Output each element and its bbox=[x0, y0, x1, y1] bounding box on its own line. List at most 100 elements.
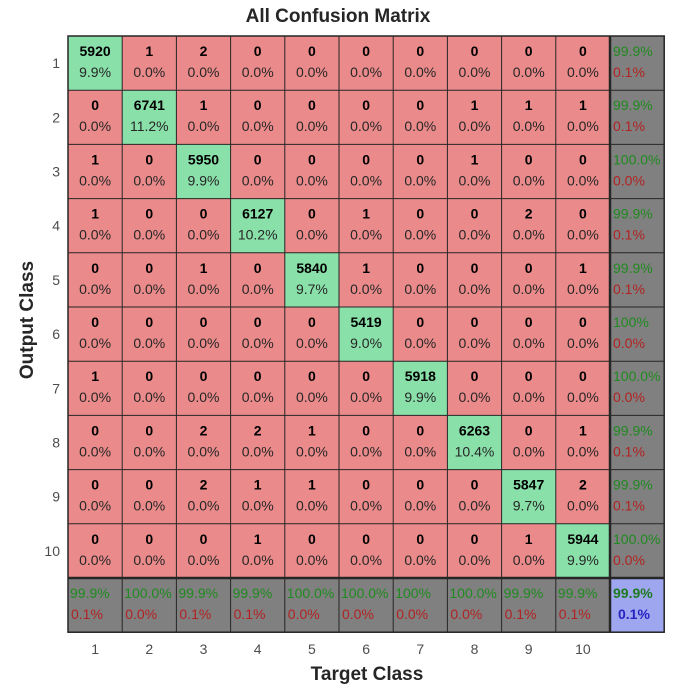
y-tick-label: 1 bbox=[52, 55, 60, 71]
cell-count: 1 bbox=[254, 531, 262, 547]
row-summary-cell bbox=[610, 90, 665, 145]
matrix-cell bbox=[68, 415, 123, 470]
col-summary-wrong: 0.1% bbox=[234, 606, 266, 622]
cell-count: 0 bbox=[91, 531, 99, 547]
cell-count: 0 bbox=[471, 260, 479, 276]
cell-percent: 0.0% bbox=[133, 281, 165, 297]
col-summary-correct: 100.0% bbox=[287, 585, 334, 601]
matrix-cell bbox=[447, 90, 502, 145]
cell-count: 0 bbox=[362, 422, 370, 438]
y-tick-label: 10 bbox=[44, 543, 60, 559]
cell-count: 1 bbox=[579, 260, 587, 276]
matrix-cell bbox=[176, 252, 231, 307]
y-tick-label: 2 bbox=[52, 109, 60, 125]
row-summary-cell bbox=[610, 523, 665, 578]
cell-count: 0 bbox=[471, 43, 479, 59]
row-summary-wrong: 0.1% bbox=[613, 64, 645, 80]
matrix-cell bbox=[230, 307, 285, 362]
col-summary-correct: 100% bbox=[395, 585, 431, 601]
cell-percent: 0.0% bbox=[404, 498, 436, 514]
row-summary-wrong: 0.0% bbox=[613, 172, 645, 188]
x-tick-label: 3 bbox=[200, 641, 208, 657]
row-summary-correct: 99.9% bbox=[613, 422, 653, 438]
cell-percent: 0.0% bbox=[404, 335, 436, 351]
cell-percent: 0.0% bbox=[459, 498, 491, 514]
cell-percent: 0.0% bbox=[242, 443, 274, 459]
cell-percent: 0.0% bbox=[296, 172, 328, 188]
matrix-cell bbox=[447, 523, 502, 578]
row-summary-correct: 100.0% bbox=[613, 531, 660, 547]
matrix-cell bbox=[447, 252, 502, 307]
cell-count: 2 bbox=[525, 206, 533, 222]
cell-percent: 0.0% bbox=[133, 443, 165, 459]
matrix-cell bbox=[339, 198, 394, 253]
col-summary-correct: 99.9% bbox=[233, 585, 273, 601]
cell-count: 6127 bbox=[242, 206, 273, 222]
matrix-cell bbox=[176, 198, 231, 253]
cell-percent: 0.0% bbox=[242, 172, 274, 188]
matrix-cell bbox=[230, 469, 285, 524]
row-summary-correct: 99.9% bbox=[613, 477, 653, 493]
row-summary-wrong: 0.1% bbox=[613, 498, 645, 514]
cell-count: 0 bbox=[254, 97, 262, 113]
cell-count: 5920 bbox=[80, 43, 111, 59]
matrix-cell bbox=[555, 415, 610, 470]
row-summary-correct: 99.9% bbox=[613, 260, 653, 276]
cell-count: 0 bbox=[416, 477, 424, 493]
cell-count: 0 bbox=[416, 260, 424, 276]
cell-percent: 0.0% bbox=[79, 172, 111, 188]
matrix-cell bbox=[68, 252, 123, 307]
col-summary-correct: 99.9% bbox=[504, 585, 544, 601]
matrix-cell bbox=[339, 252, 394, 307]
matrix-cell bbox=[501, 469, 556, 524]
cell-count: 2 bbox=[200, 43, 208, 59]
cell-count: 2 bbox=[200, 477, 208, 493]
col-summary-wrong: 0.0% bbox=[396, 606, 428, 622]
cell-percent: 11.2% bbox=[130, 118, 169, 134]
matrix-cell bbox=[122, 36, 177, 91]
matrix-cell bbox=[447, 415, 502, 470]
cell-count: 0 bbox=[145, 422, 153, 438]
col-summary-wrong: 0.0% bbox=[342, 606, 374, 622]
matrix-cell bbox=[339, 523, 394, 578]
matrix-cell bbox=[501, 307, 556, 362]
matrix-cell bbox=[339, 144, 394, 199]
cell-percent: 0.0% bbox=[513, 64, 545, 80]
cell-count: 1 bbox=[200, 260, 208, 276]
matrix-cell bbox=[447, 361, 502, 416]
cell-count: 0 bbox=[145, 260, 153, 276]
cell-percent: 0.0% bbox=[567, 498, 599, 514]
cell-count: 0 bbox=[525, 151, 533, 167]
cell-count: 0 bbox=[91, 314, 99, 330]
cell-percent: 0.0% bbox=[404, 281, 436, 297]
row-summary-correct: 100.0% bbox=[613, 368, 660, 384]
matrix-cell bbox=[555, 523, 610, 578]
matrix-cell bbox=[230, 523, 285, 578]
cell-count: 0 bbox=[145, 151, 153, 167]
cell-percent: 9.7% bbox=[513, 498, 545, 514]
row-summary-cell bbox=[610, 469, 665, 524]
cell-percent: 10.4% bbox=[455, 443, 495, 459]
cell-percent: 0.0% bbox=[459, 172, 491, 188]
cell-percent: 0.0% bbox=[79, 118, 111, 134]
cell-count: 6741 bbox=[134, 97, 165, 113]
matrix-cell bbox=[447, 307, 502, 362]
cell-count: 0 bbox=[145, 314, 153, 330]
matrix-cell bbox=[555, 198, 610, 253]
cell-count: 0 bbox=[416, 43, 424, 59]
matrix-cell bbox=[230, 36, 285, 91]
cell-count: 0 bbox=[145, 477, 153, 493]
row-summary-wrong: 0.1% bbox=[613, 281, 645, 297]
matrix-cell bbox=[501, 36, 556, 91]
cell-percent: 9.7% bbox=[296, 281, 328, 297]
matrix-cell bbox=[230, 198, 285, 253]
cell-count: 0 bbox=[525, 314, 533, 330]
matrix-cell bbox=[393, 415, 448, 470]
matrix-cell bbox=[501, 523, 556, 578]
cell-count: 0 bbox=[200, 206, 208, 222]
cell-percent: 0.0% bbox=[242, 498, 274, 514]
matrix-cell bbox=[284, 252, 339, 307]
cell-count: 0 bbox=[308, 151, 316, 167]
matrix-cell bbox=[339, 36, 394, 91]
matrix-cell bbox=[122, 469, 177, 524]
